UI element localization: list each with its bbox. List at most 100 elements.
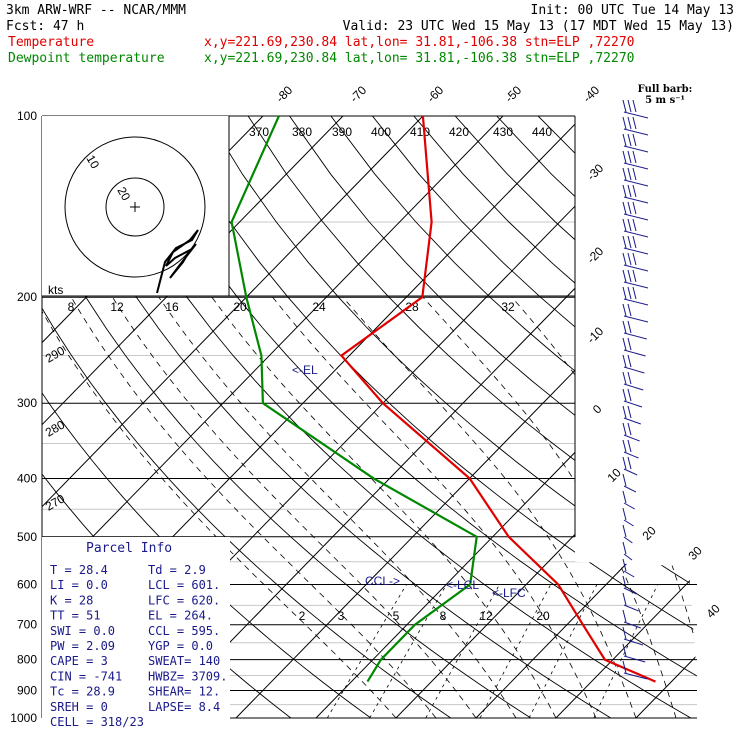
parcel-info-value: LCL = 601.	[148, 578, 220, 592]
wind-barb-flag	[622, 541, 627, 555]
isobar-label: 500	[17, 530, 37, 544]
wind-barb-flag	[627, 235, 632, 249]
parcel-info-title: Parcel Info	[86, 541, 172, 556]
wind-barb-flag	[622, 99, 627, 113]
wind-barb-flag	[622, 320, 627, 334]
wind-barb-flag	[627, 218, 632, 232]
theta-e-label: 410	[410, 125, 430, 139]
wind-barb-flag	[622, 150, 627, 164]
hodograph-panel: 20 10 8 12 16 20 24 28 32 kts 370 380 390 400 410 420 43…	[42, 116, 575, 314]
temperature-label: Temperature	[8, 35, 94, 50]
wind-barb-flag	[622, 252, 627, 266]
isobar-label: 700	[17, 618, 37, 632]
wind-barb-flag	[632, 184, 637, 198]
isotherm-line	[42, 116, 504, 718]
forecast-hour: Fcst: 47 h	[6, 19, 84, 34]
wind-barb	[622, 201, 649, 221]
hodograph-speed-label: 24	[312, 300, 326, 314]
isotherm-label: 10	[604, 465, 624, 485]
parcel-info-table: T = 28.4 Td = 2.9 LI = 0.0 LCL = 601. K = 28…	[50, 563, 227, 729]
wind-barb-shaft	[623, 672, 648, 680]
theta-e-label: 440	[532, 125, 552, 139]
wind-barb-shaft	[623, 570, 635, 578]
wind-barb-flag	[622, 490, 627, 504]
parcel-info-value: YGP = 0.0	[148, 639, 213, 653]
wind-barb-flag	[622, 371, 627, 385]
wind-barb-flag	[627, 320, 632, 334]
sounding-profiles	[230, 115, 656, 683]
isotherm-label: 30	[685, 543, 705, 563]
isotherm-line	[315, 116, 700, 718]
hodograph-ring	[105, 177, 165, 237]
wind-barb	[622, 575, 637, 595]
wind-barb-shaft	[623, 145, 649, 153]
wind-barb-flag	[622, 575, 627, 589]
isobar-label: 200	[17, 290, 37, 304]
wind-barb-shaft	[623, 604, 639, 612]
wind-barb-flag	[627, 133, 632, 147]
annotation-lfc: <-LFC	[492, 586, 526, 600]
isotherm-line	[235, 116, 700, 718]
init-time: Init: 00 UTC Tue 14 May 13	[531, 3, 735, 18]
wind-barb-flag	[622, 524, 627, 538]
wind-barb	[622, 524, 633, 544]
hodograph-speed-label: 28	[405, 300, 419, 314]
dry-adiabat	[496, 116, 700, 718]
mixing-ratio-label: 3	[338, 609, 345, 623]
wind-barb-flag	[627, 167, 632, 181]
wind-barb-shaft	[623, 468, 638, 476]
mixing-ratio-label: 8	[440, 609, 447, 623]
isobar-label: 400	[17, 471, 37, 485]
wind-barb-flag	[627, 371, 632, 385]
wind-barb-flag	[622, 201, 627, 215]
wind-barb-flag	[627, 150, 632, 164]
wind-barb	[622, 609, 641, 629]
isotherm-label: -70	[347, 83, 369, 105]
dry-adiabat	[662, 116, 700, 718]
wind-barb-flag	[622, 558, 627, 572]
hodograph-trace	[156, 229, 199, 294]
parcel-info-label: T = 28.4	[50, 563, 108, 577]
wind-barb	[622, 592, 639, 612]
wind-barb-flag	[622, 354, 627, 368]
wind-barb-shaft	[623, 162, 649, 170]
wind-barb	[622, 269, 649, 289]
dewpoint-location: x,y=221.69,230.84 lat,lon= 31.81,-106.38…	[204, 51, 634, 66]
barb-unit: 5 m s⁻¹	[645, 95, 685, 106]
wind-barb-flag	[622, 116, 627, 130]
wind-barb	[622, 286, 649, 306]
wind-barb	[622, 439, 639, 459]
wind-barb-flag	[632, 167, 637, 181]
mixing-ratio-line	[425, 584, 500, 718]
wind-barb-flag	[622, 167, 627, 181]
parcel-info-value: HWBZ= 3709.	[148, 669, 227, 683]
wind-barb-flag	[632, 269, 637, 283]
parcel-info-label: CELL = 318/23	[50, 715, 144, 729]
parcel-info-value: CCL = 595.	[148, 624, 220, 638]
wind-barb	[622, 643, 646, 663]
parcel-info-label: CAPE = 3	[50, 654, 108, 668]
wind-barb-shaft	[623, 383, 644, 391]
wind-barb-shaft	[623, 451, 639, 459]
isotherm-line	[42, 116, 344, 718]
dry-adiabat	[704, 116, 740, 731]
wind-barb-flag	[627, 456, 632, 470]
wind-barb-flag	[632, 133, 637, 147]
model-title: 3km ARW-WRF -- NCAR/MMM	[6, 3, 186, 18]
wind-barb	[622, 116, 649, 136]
wind-barb-flag	[627, 201, 632, 215]
wind-barb-flag	[627, 184, 632, 198]
dry-adiabat	[289, 116, 700, 718]
parcel-info-value: EL = 264.	[148, 609, 213, 623]
wind-barb-flag	[622, 439, 627, 453]
parcel-info-label: SREH = 0	[50, 700, 108, 714]
parcel-info-value: LFC = 620.	[148, 593, 220, 607]
wind-barb-flag	[632, 218, 637, 232]
dry-adiabat	[330, 116, 700, 718]
wind-barb-flag	[622, 269, 627, 283]
moist-adiabat	[272, 296, 597, 718]
wind-barb	[622, 337, 646, 357]
wind-barb-shaft	[623, 298, 649, 306]
wind-barb-flag	[622, 660, 627, 674]
wind-barb-shaft	[623, 400, 643, 408]
